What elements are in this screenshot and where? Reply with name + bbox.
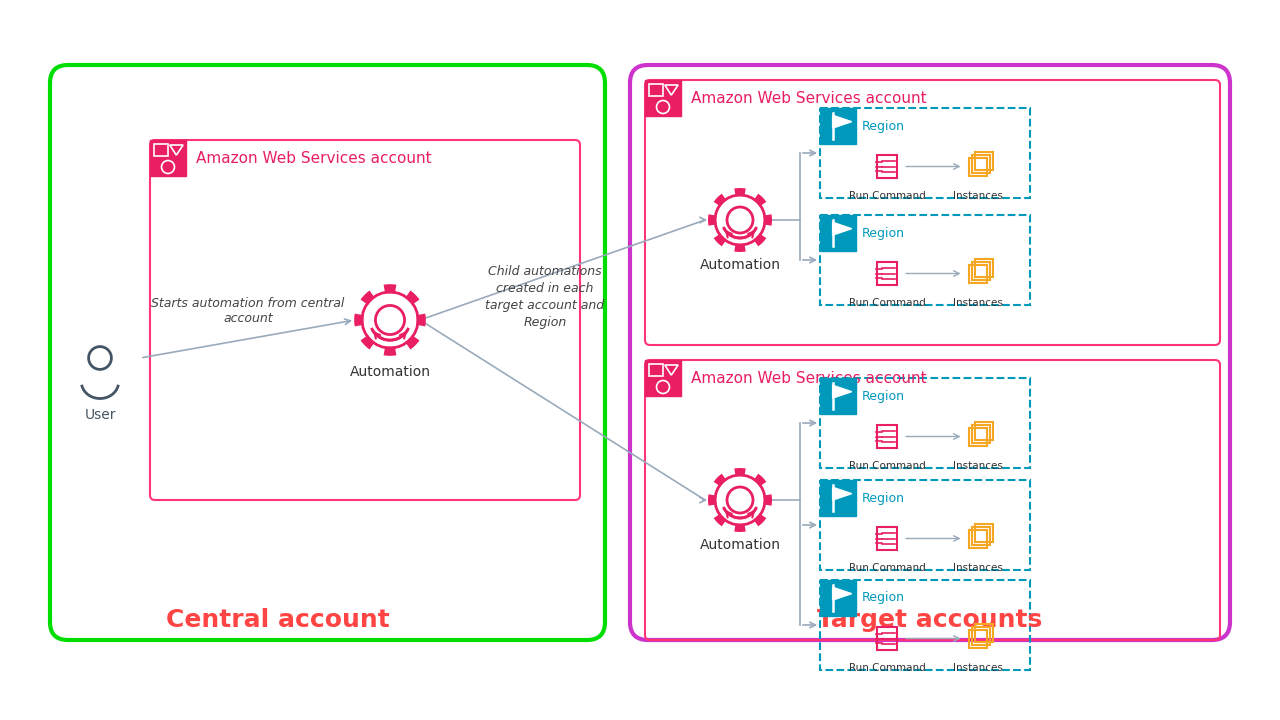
Text: Instances: Instances [952, 191, 1002, 201]
Text: Instances: Instances [952, 461, 1002, 471]
Text: Central account: Central account [166, 608, 390, 632]
Bar [820, 378, 1030, 468]
Polygon shape [708, 215, 717, 226]
Bar [645, 360, 681, 396]
Bar [877, 262, 897, 285]
Bar [877, 155, 897, 179]
Polygon shape [832, 487, 851, 500]
Text: Region: Region [861, 492, 905, 505]
Text: Automation: Automation [699, 258, 781, 272]
Text: Child automations: Child automations [488, 265, 602, 278]
Bar [150, 140, 186, 176]
Bar [974, 258, 992, 276]
Bar [820, 378, 856, 414]
Polygon shape [406, 335, 420, 349]
Polygon shape [832, 222, 851, 235]
Bar [820, 215, 1030, 305]
Text: Amazon Web Services account: Amazon Web Services account [691, 91, 927, 106]
Bar [820, 108, 856, 144]
Bar [649, 84, 663, 96]
Text: Region: Region [524, 316, 567, 329]
Bar [972, 261, 989, 279]
Bar [969, 629, 987, 647]
Text: Region: Region [861, 227, 905, 240]
Bar [645, 80, 681, 116]
Polygon shape [832, 115, 851, 128]
Text: Run Command: Run Command [849, 563, 925, 573]
Bar [969, 529, 987, 547]
Polygon shape [832, 385, 851, 398]
Polygon shape [763, 494, 772, 505]
Polygon shape [384, 284, 397, 294]
Bar [820, 580, 856, 616]
Bar [972, 425, 989, 443]
Bar [972, 626, 989, 644]
Polygon shape [361, 291, 375, 305]
Text: Run Command: Run Command [849, 298, 925, 308]
Polygon shape [754, 474, 767, 487]
Text: Region: Region [861, 120, 905, 132]
Bar [974, 624, 992, 642]
Polygon shape [763, 215, 772, 226]
Text: Instances: Instances [952, 298, 1002, 308]
Bar [877, 627, 897, 650]
Polygon shape [714, 194, 727, 207]
Polygon shape [361, 335, 375, 349]
Bar [969, 428, 987, 446]
Bar [969, 158, 987, 176]
Text: Starts automation from central: Starts automation from central [151, 297, 344, 310]
Bar [969, 264, 987, 282]
Text: Instances: Instances [952, 563, 1002, 573]
Polygon shape [714, 513, 727, 526]
Bar [820, 108, 1030, 198]
Bar [877, 425, 897, 448]
Bar [154, 144, 168, 156]
Polygon shape [355, 314, 364, 326]
Polygon shape [735, 188, 746, 197]
Bar [820, 480, 856, 516]
Bar [972, 155, 989, 173]
Bar [877, 527, 897, 550]
Text: Run Command: Run Command [849, 191, 925, 201]
Polygon shape [735, 243, 746, 252]
Polygon shape [735, 523, 746, 532]
Text: Target accounts: Target accounts [818, 608, 1043, 632]
Polygon shape [384, 346, 397, 356]
Bar [974, 523, 992, 541]
Text: Automation: Automation [349, 365, 430, 379]
Text: Run Command: Run Command [849, 461, 925, 471]
Bar [820, 480, 1030, 570]
Bar [974, 151, 992, 169]
Bar [974, 421, 992, 439]
Bar [649, 364, 663, 376]
Bar [820, 580, 1030, 670]
Text: Amazon Web Services account: Amazon Web Services account [196, 150, 431, 166]
Polygon shape [754, 513, 767, 526]
Text: Region: Region [861, 592, 905, 605]
Text: Instances: Instances [952, 663, 1002, 672]
Polygon shape [754, 233, 767, 246]
Text: target account and: target account and [485, 299, 604, 312]
Text: User: User [84, 408, 115, 422]
Bar [972, 526, 989, 544]
Polygon shape [714, 474, 727, 487]
Polygon shape [735, 468, 746, 477]
Polygon shape [754, 194, 767, 207]
Text: Automation: Automation [699, 538, 781, 552]
Polygon shape [714, 233, 727, 246]
Polygon shape [708, 494, 717, 505]
Polygon shape [832, 588, 851, 600]
Text: created in each: created in each [497, 282, 594, 295]
Text: Amazon Web Services account: Amazon Web Services account [691, 371, 927, 385]
Text: Region: Region [861, 390, 905, 402]
Polygon shape [406, 291, 420, 305]
Bar [820, 215, 856, 251]
Text: account: account [223, 312, 273, 325]
Polygon shape [416, 314, 426, 326]
Text: Run Command: Run Command [849, 663, 925, 672]
